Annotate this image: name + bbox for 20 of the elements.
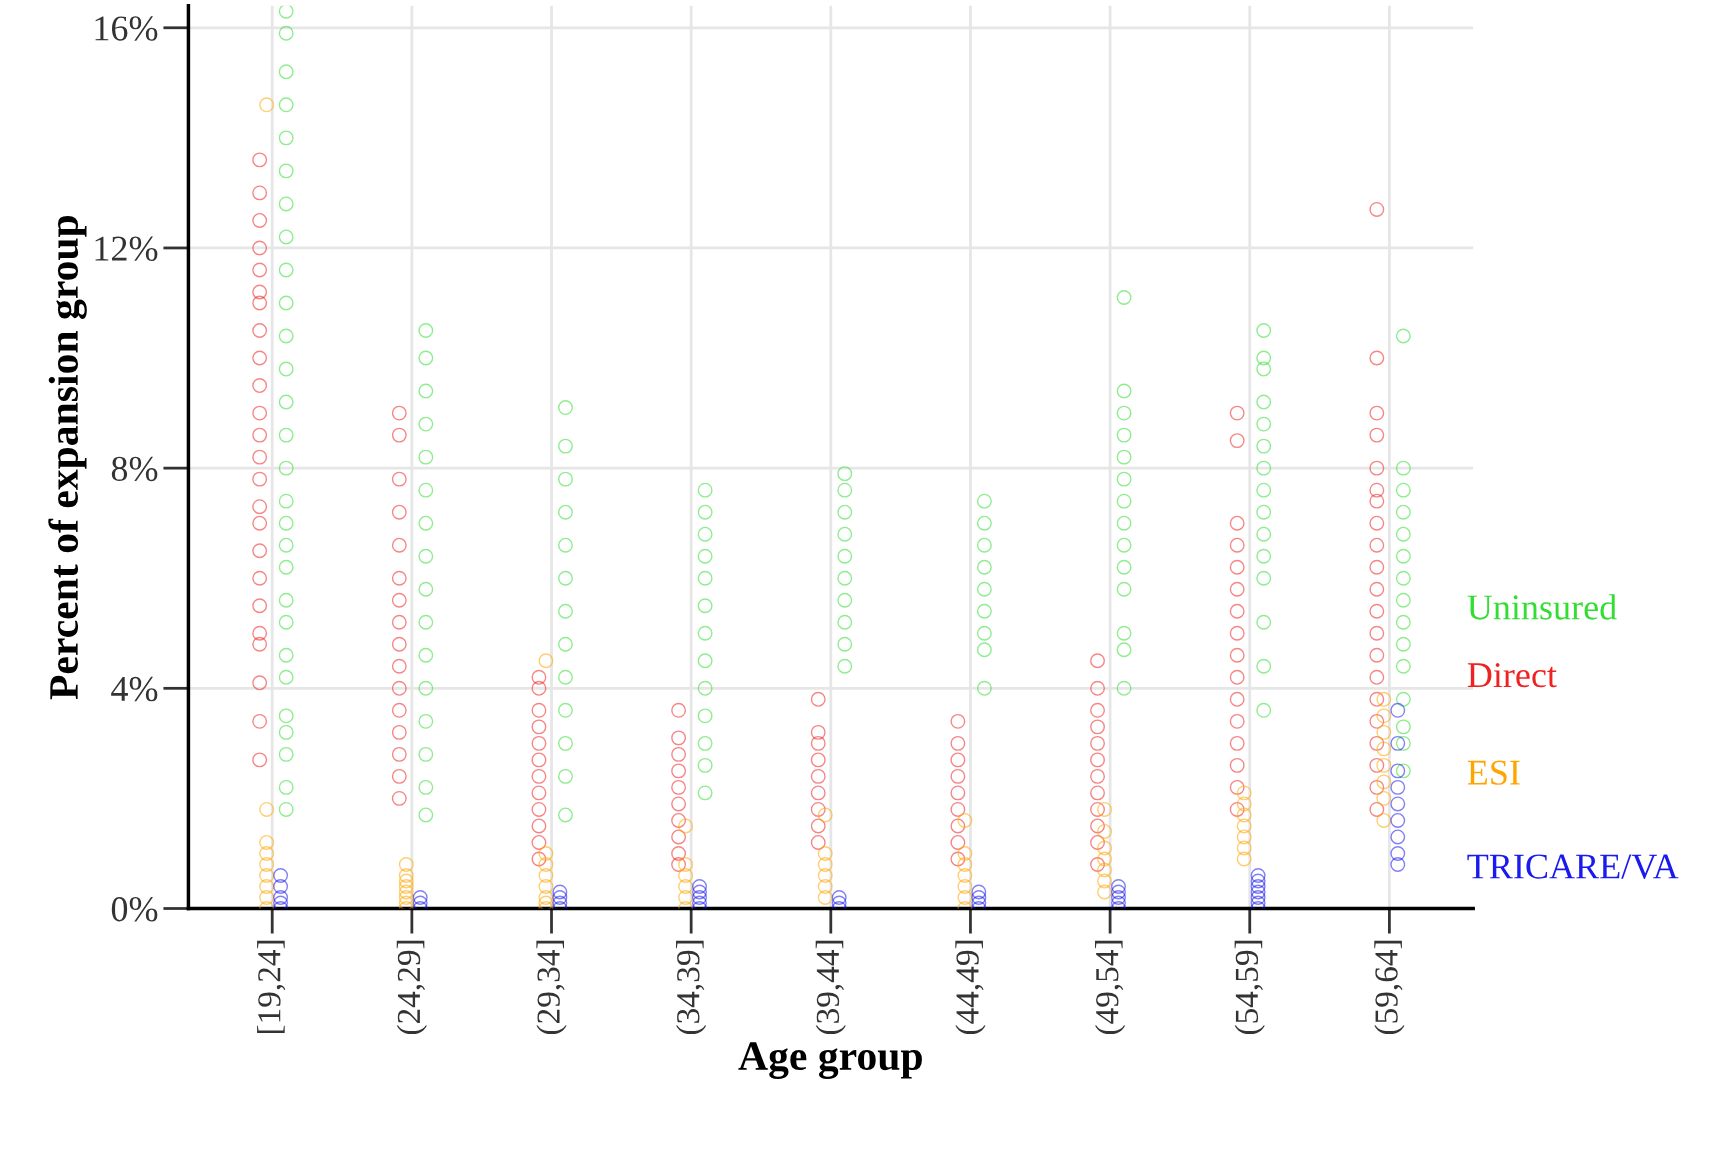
- x-tick-label: (24,29]: [396, 940, 427, 1035]
- x-tick-label: (59,64]: [1374, 940, 1405, 1035]
- x-tick-label: (44,49]: [955, 940, 986, 1035]
- series-label: Uninsured: [1467, 594, 1617, 620]
- x-axis-title: Age group: [738, 1042, 922, 1079]
- series-label: TRICARE/VA: [1467, 854, 1679, 879]
- text: Direct: [1467, 663, 1557, 688]
- y-tick-label: 8%: [111, 456, 158, 482]
- x-tick-label: (34,39]: [676, 940, 707, 1035]
- x-tick-label: (39,44]: [815, 940, 846, 1035]
- y-tick-label: 16%: [95, 16, 158, 41]
- y-axis-title: Percent of expansion group: [48, 215, 87, 700]
- x-tick-label: (54,59]: [1234, 940, 1265, 1035]
- text: ESI: [1467, 760, 1520, 785]
- y-tick-label: 4%: [111, 676, 158, 702]
- y-tick-label: 0%: [111, 897, 158, 922]
- x-tick-label: (29,34]: [536, 940, 567, 1035]
- x-tick-label: [19,24]: [257, 940, 286, 1034]
- x-tick-label: (49,54]: [1094, 940, 1126, 1035]
- y-tick-label: 12%: [95, 236, 158, 261]
